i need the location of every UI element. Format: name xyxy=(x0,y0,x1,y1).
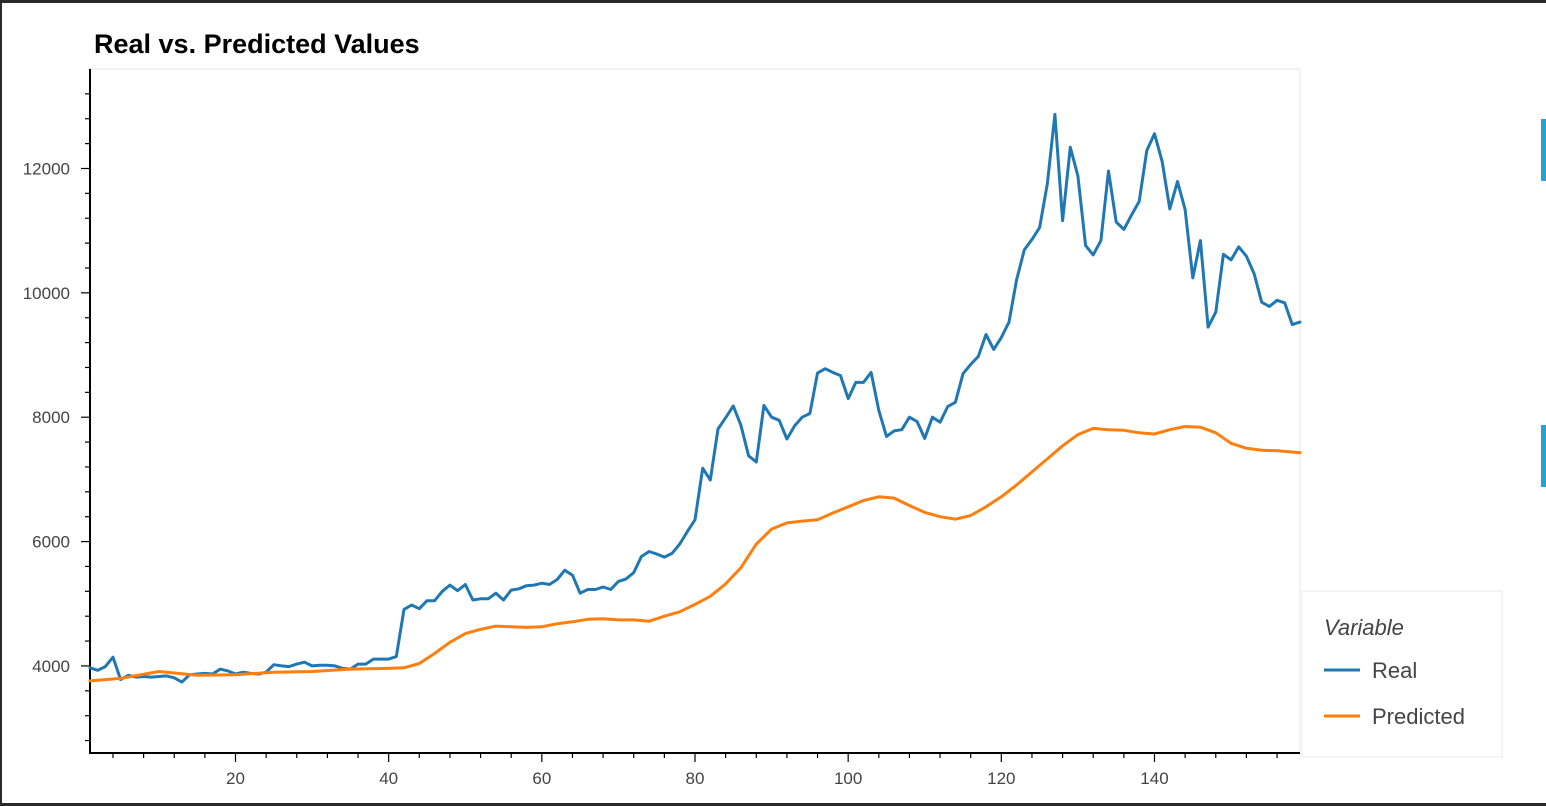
side-scroll-marker-bottom[interactable] xyxy=(1541,425,1546,487)
plot-area-border xyxy=(89,68,1301,754)
y-tick-label: 12000 xyxy=(23,159,70,178)
y-tick-label: 6000 xyxy=(32,533,70,552)
side-scroll-marker-top[interactable] xyxy=(1541,119,1546,181)
x-tick-label: 60 xyxy=(532,769,551,788)
chart-canvas: 20 40 60 80 100 120 140 4000 6000 8000 10000 12000 V… xyxy=(23,68,1503,788)
x-tick-label: 80 xyxy=(686,769,705,788)
legend-label-predicted: Predicted xyxy=(1372,704,1465,729)
y-tick-label: 10000 xyxy=(23,284,70,303)
legend-box xyxy=(1301,590,1503,758)
legend-title: Variable xyxy=(1324,615,1404,640)
series-line-real xyxy=(88,112,1302,684)
legend-label-real: Real xyxy=(1372,658,1417,683)
x-tick-label: 100 xyxy=(834,769,862,788)
y-tick-label: 8000 xyxy=(32,408,70,427)
chart-title: Real vs. Predicted Values xyxy=(94,29,420,59)
x-tick-label: 120 xyxy=(987,769,1015,788)
y-tick-label: 4000 xyxy=(32,657,70,676)
series-line-predicted xyxy=(88,425,1302,683)
x-tick-label: 40 xyxy=(379,769,398,788)
x-tick-label: 140 xyxy=(1140,769,1168,788)
x-tick-label: 20 xyxy=(226,769,245,788)
